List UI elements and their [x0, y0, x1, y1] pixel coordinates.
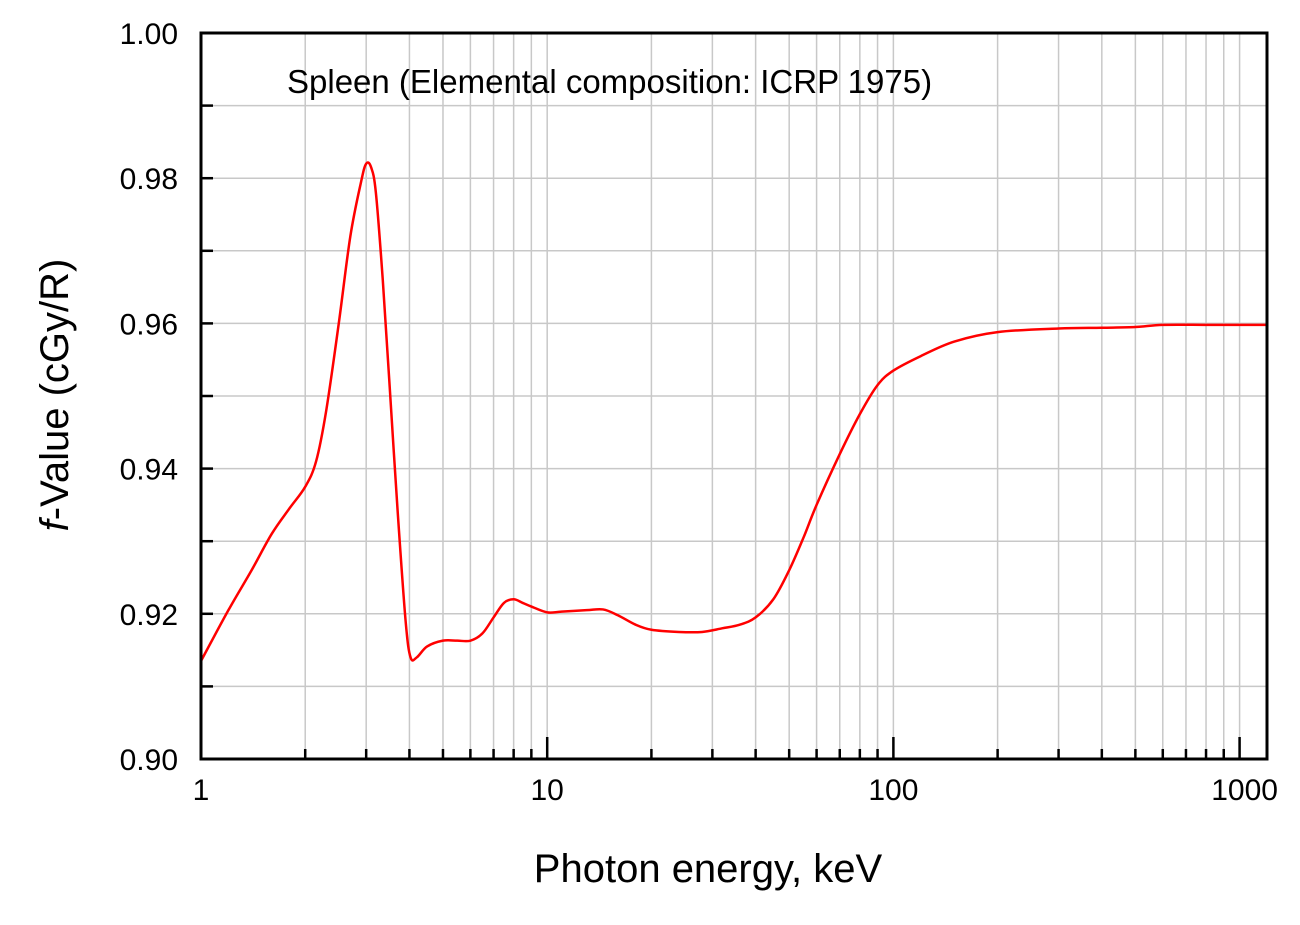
x-tick-label: 10 [531, 774, 564, 807]
y-tick-labels: 0.90 0.92 0.94 0.96 0.98 1.00 [120, 18, 178, 777]
x-tick-label: 1 [193, 774, 210, 807]
grid-lines [201, 33, 1267, 759]
y-axis-title-rest: -Value (cGy/R) [33, 259, 77, 521]
y-tick-label: 0.98 [120, 163, 178, 196]
series-line-spleen [199, 161, 1267, 662]
y-tick-label: 0.90 [120, 744, 178, 777]
y-tick-label: 1.00 [120, 18, 178, 51]
y-tick-label: 0.92 [120, 599, 178, 632]
y-axis-title: f-Value (cGy/R) [33, 259, 77, 532]
x-tick-label: 1000 [1211, 774, 1278, 807]
plot-frame [199, 31, 1269, 761]
axis-ticks [201, 104, 1241, 759]
x-tick-label: 100 [868, 774, 918, 807]
x-axis-title: Photon energy, keV [534, 847, 883, 891]
x-tick-labels: 1 10 100 1000 [193, 774, 1278, 807]
y-tick-label: 0.94 [120, 454, 178, 487]
chart-annotation: Spleen (Elemental composition: ICRP 1975… [287, 63, 932, 100]
y-tick-label: 0.96 [120, 308, 178, 341]
